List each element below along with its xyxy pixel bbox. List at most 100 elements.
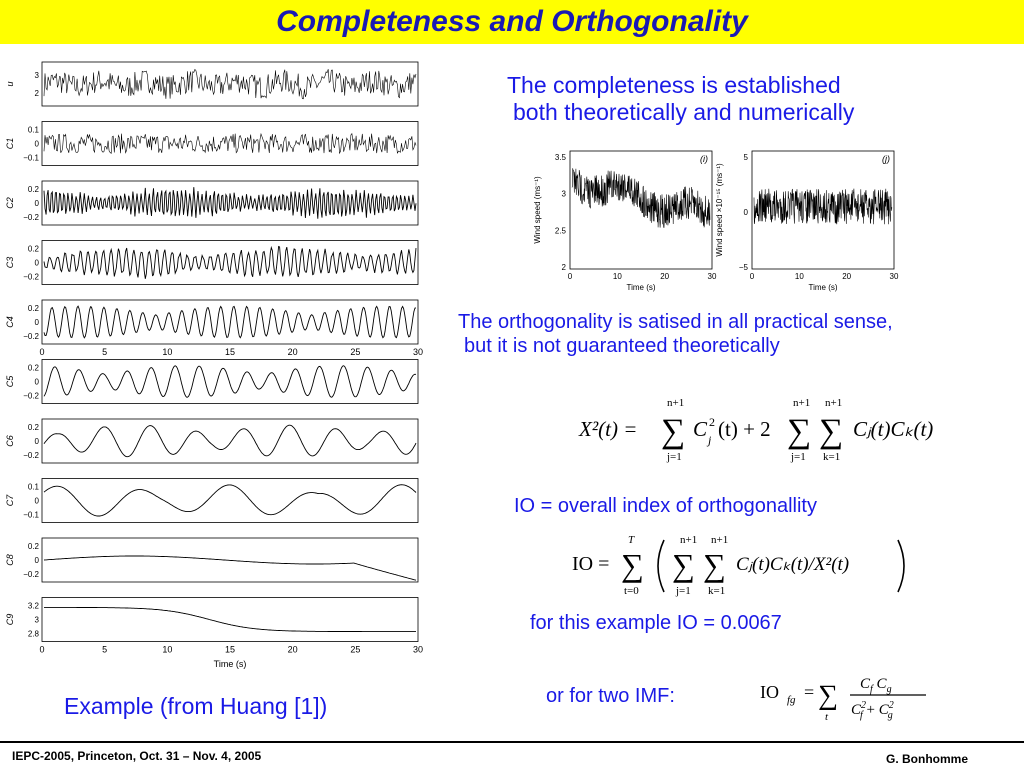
eq-iofg-sum-bottom: t <box>825 711 829 723</box>
eq-x2-sum2-bottom: j=1 <box>790 451 806 463</box>
imf-signal-line <box>43 132 417 155</box>
eq-x2-term1-sub: j <box>706 433 712 447</box>
eq-x2-sum2-top: n+1 <box>793 397 810 409</box>
imf-ytick-label: 0 <box>35 140 40 149</box>
imf-signal-line <box>44 606 416 633</box>
imf-panel-frame <box>41 240 419 285</box>
imf-xtick-label: 15 <box>225 645 235 655</box>
wind-ytick-label: 5 <box>744 153 749 162</box>
imf-panel-c8: C8 0.2 0 −0.2 <box>5 537 419 583</box>
imf-panel-label: C5 <box>5 375 15 387</box>
wind-xtick-label: 20 <box>842 272 851 281</box>
wind-speed-figures: (i)Wind speed (ms⁻¹)3.532.520 10 20 30Time … <box>533 150 899 292</box>
wind-xtick-label: 0 <box>750 272 755 281</box>
wind-figure-j: (j)Wind speed ×10⁻¹⁵ (ms⁻¹)50−50 10 20 30Ti… <box>715 150 899 292</box>
io-example: for this example IO = 0.0067 <box>530 612 782 634</box>
imf-ytick-label: 0.2 <box>28 363 40 372</box>
imf-ytick-label: 3 <box>35 71 40 80</box>
eq-io-sum-top: T <box>628 534 635 546</box>
imf-ytick-label: −0.2 <box>23 392 39 401</box>
imf-panel-frame <box>41 478 419 523</box>
imf-xtick-label: 25 <box>350 645 360 655</box>
imf-ytick-label: −0.1 <box>23 154 39 163</box>
imf-xtick-label: 30 <box>413 347 423 357</box>
imf-xtick-label: 25 <box>350 347 360 357</box>
wind-xtick-label: 10 <box>613 272 622 281</box>
eq-x2-term1-sup: 2 <box>709 415 715 429</box>
eq-io-lhs: IO = <box>572 553 609 575</box>
imf-signal-line <box>43 424 417 458</box>
imf-signal-line <box>43 245 417 279</box>
imf-ytick-label: 2 <box>35 89 40 98</box>
imf-ytick-label: 0.2 <box>28 423 40 432</box>
imf-panel-u: u 3 2 <box>5 61 419 107</box>
wind-xtick-label: 0 <box>568 272 573 281</box>
imf-ytick-label: 0 <box>35 556 40 565</box>
imf-ytick-label: 0.2 <box>28 185 40 194</box>
imf-xtick-label: 20 <box>288 645 298 655</box>
imf-ytick-label: 0 <box>35 437 40 446</box>
eq-x2-sum-top: n+1 <box>667 397 684 409</box>
wind-xtick-label: 10 <box>795 272 804 281</box>
wind-plot-frame <box>569 150 713 270</box>
imf-panel-c6: C6 0.2 0 −0.2 <box>5 418 419 464</box>
eq-io-sum3-bottom: k=1 <box>708 585 725 597</box>
imf-ytick-label: 3.2 <box>28 601 40 610</box>
imf-signal-line <box>43 365 417 398</box>
eq-io-sum2-bottom: j=1 <box>675 585 691 597</box>
imf-ytick-label: 0.2 <box>28 542 40 551</box>
wind-plot-tag: (i) <box>700 154 708 164</box>
eq-io-right-paren <box>897 539 905 593</box>
imf-ytick-label: −0.1 <box>23 511 39 520</box>
imf-panel-frame <box>41 418 419 464</box>
imf-signal-line <box>43 484 417 517</box>
orthogonality-text: The orthogonality is satised in all prac… <box>458 310 893 358</box>
wind-ytick-label: 2.5 <box>555 226 567 235</box>
eq-io-inner: Cⱼ(t)Cₖ(t)/X²(t) <box>736 554 849 575</box>
imf-ytick-label: 0 <box>35 259 40 268</box>
wind-ytick-label: 2 <box>562 263 567 272</box>
imf-ytick-label: 0.2 <box>28 304 40 313</box>
orthogonality-line-2: but it is not guaranteed theoretically <box>464 335 780 357</box>
title-bar: Completeness and Orthogonality <box>0 0 1024 44</box>
imf-xlabel: Time (s) <box>214 659 247 669</box>
imf-xtick-label: 5 <box>102 645 107 655</box>
imf-panel-c5: C5 0.2 0 −0.2 <box>5 359 419 404</box>
imf-panel-label: C2 <box>5 197 15 209</box>
completeness-text: The completeness is established both the… <box>507 72 854 126</box>
imf-decomposition-figure: u32C10.10−0.1C20.20−0.2C30.20−0.2C40.20−… <box>5 61 423 669</box>
eq-sigma-2: ∑ <box>787 413 811 450</box>
eq-x2-sum-bottom: j=1 <box>666 451 682 463</box>
eq-io-sum-bottom: t=0 <box>624 585 639 597</box>
imf-panel-frame <box>41 537 419 583</box>
orthogonality-line-1: The orthogonality is satised in all prac… <box>458 311 893 333</box>
eq-io-sigma-2: ∑ <box>672 547 695 583</box>
two-imf-text: or for two IMF: <box>546 685 675 707</box>
imf-ytick-label: −0.2 <box>23 570 39 579</box>
imf-xtick-label: 20 <box>288 347 298 357</box>
imf-panel-label: u <box>5 81 15 86</box>
eq-iofg-den: C2 f + C2 g <box>851 700 894 721</box>
iofg-equation: IO fg = ∑ t Cf Cg C2 f + C2 g <box>760 676 926 723</box>
wind-figure-i: (i) Wind speed (ms⁻¹) 3.5 3 2.5 20 10 20 30 Time … <box>533 150 717 292</box>
imf-panel-c9: C9 3.2 3 2.8 0 5 10 15 20 25 30 <box>5 597 423 655</box>
wind-ytick-label: 3.5 <box>555 153 567 162</box>
io-definition: IO = overall index of orthogonallity <box>514 495 817 517</box>
wind-xtick-label: 20 <box>660 272 669 281</box>
wind-ytick-label: −5 <box>739 263 749 272</box>
eq-iofg-sigma: ∑ <box>818 680 838 711</box>
eq-x2-sum3-bottom: k=1 <box>823 451 840 463</box>
imf-ytick-label: 0.2 <box>28 244 40 253</box>
imf-panel-frame <box>41 299 419 345</box>
imf-signal-line <box>43 555 417 581</box>
eq-x2-term1-tail: (t) + 2 <box>718 417 771 441</box>
completeness-line-1: The completeness is established <box>507 72 841 98</box>
imf-ytick-label: 3 <box>35 616 40 625</box>
eq-io-sigma-3: ∑ <box>703 547 726 583</box>
imf-panel-label: C3 <box>5 257 15 269</box>
imf-signal-line <box>43 305 417 339</box>
wind-xtick-label: 30 <box>708 272 717 281</box>
imf-signal-line <box>43 187 417 219</box>
imf-xtick-label: 10 <box>162 645 172 655</box>
slide-title: Completeness and Orthogonality <box>276 5 748 38</box>
